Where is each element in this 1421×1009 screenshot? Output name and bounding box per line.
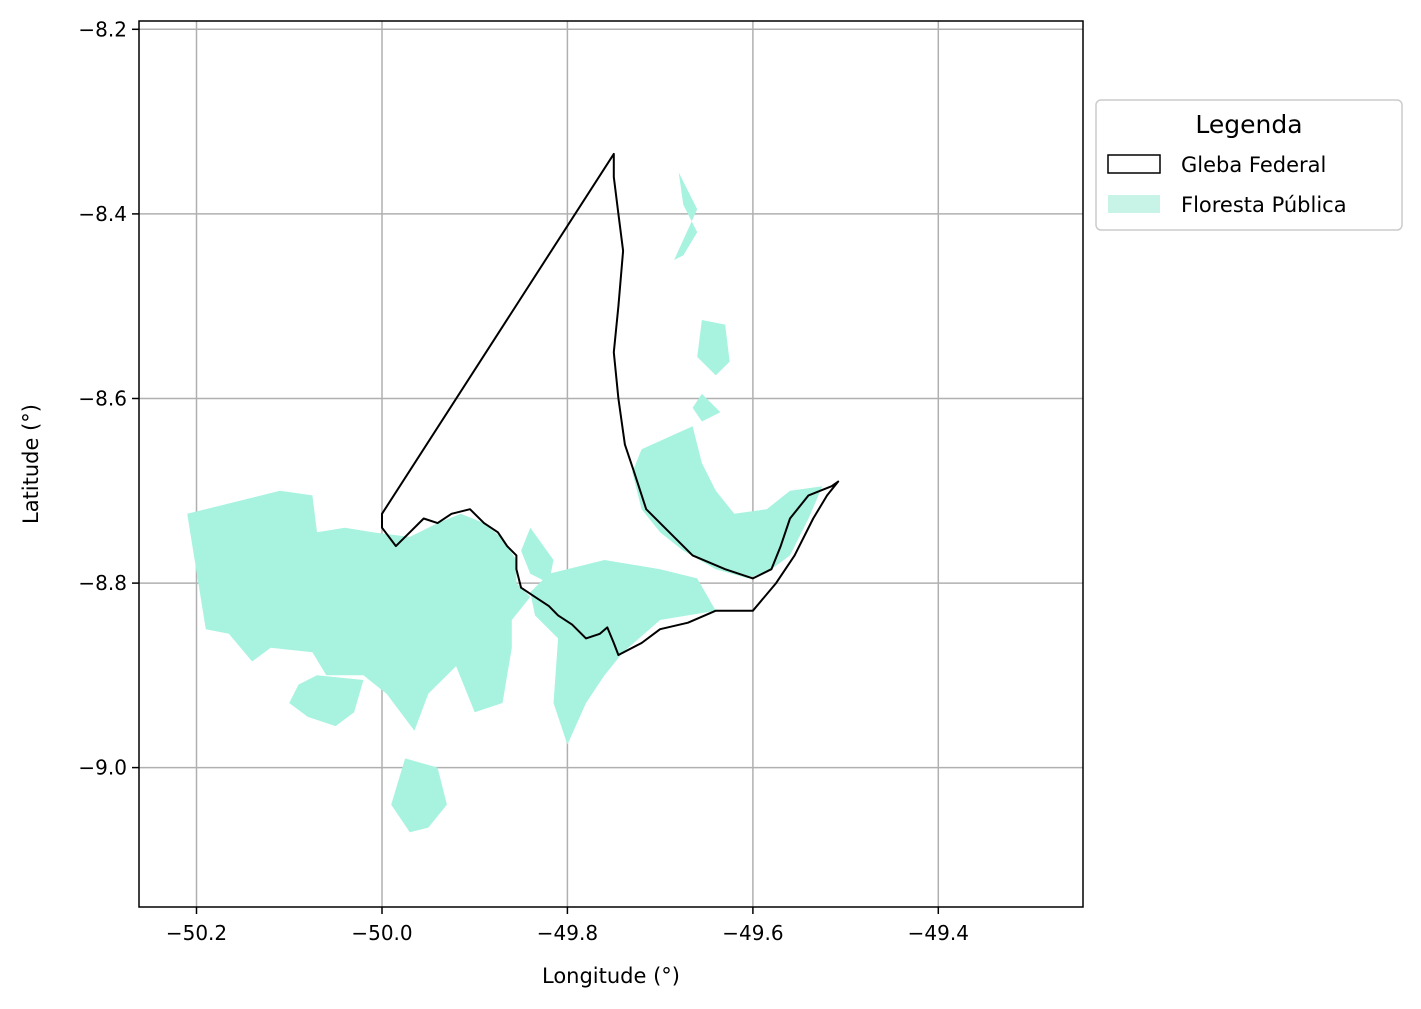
- gleba-federal-boundary: [381, 152, 840, 656]
- floresta-publica-area: [391, 758, 447, 833]
- floresta-publica-area: [697, 320, 730, 376]
- y-axis-label: Latitude (°): [19, 404, 43, 524]
- legend-label-floresta-publica: Floresta Pública: [1181, 193, 1347, 217]
- plot-area-frame: [138, 20, 1084, 908]
- x-tick-label: −49.6: [722, 921, 783, 945]
- axis-ticks: −50.2 −50.0 −49.8 −49.6 −49.4 −8.2 −8.4 −8.6 −8.…: [78, 17, 969, 945]
- legend-swatch-floresta-publica: [1108, 195, 1160, 213]
- legend-box: [1095, 99, 1403, 231]
- floresta-publica-layer: [187, 172, 823, 833]
- legend-label-gleba-federal: Gleba Federal: [1181, 153, 1326, 177]
- gleba-federal-layer: [381, 152, 840, 656]
- floresta-publica-area: [692, 393, 721, 422]
- x-tick-label: −49.8: [537, 921, 598, 945]
- legend-title: Legenda: [1195, 110, 1302, 139]
- y-tick-label: −8.8: [78, 571, 127, 595]
- x-tick-label: −49.4: [908, 921, 969, 945]
- y-tick-label: −8.6: [78, 387, 127, 411]
- floresta-publica-area: [674, 172, 698, 260]
- y-tick-label: −8.4: [78, 202, 127, 226]
- floresta-publica-area: [521, 527, 554, 584]
- legend-swatch-gleba-federal: [1107, 154, 1161, 174]
- x-tick-label: −50.2: [166, 921, 227, 945]
- legend: Legenda Gleba Federal Floresta Pública: [1095, 99, 1403, 231]
- floresta-publica-area: [632, 426, 823, 579]
- floresta-publica-area: [187, 490, 531, 731]
- floresta-publica-area: [289, 675, 364, 727]
- x-tick-label: −50.0: [351, 921, 412, 945]
- y-tick-label: −9.0: [78, 756, 127, 780]
- y-tick-label: −8.2: [78, 17, 127, 41]
- x-axis-label: Longitude (°): [542, 964, 680, 988]
